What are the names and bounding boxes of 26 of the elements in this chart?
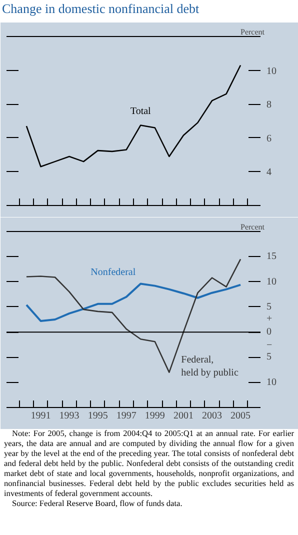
y-axis-title: Percent xyxy=(240,28,266,36)
y-tick-label: 4 xyxy=(266,167,272,178)
x-tick-label: 2001 xyxy=(173,410,194,422)
x-tick-label: 1999 xyxy=(144,410,165,422)
chart-title: Change in domestic nonfinancial debt xyxy=(2,0,200,18)
y-tick-label: + 0 − xyxy=(266,313,272,351)
x-tick-label: 1997 xyxy=(116,410,136,422)
series-label: Total xyxy=(130,106,152,118)
y-tick-label: 8 xyxy=(266,100,272,111)
y-tick-label: 6 xyxy=(266,133,272,144)
y-tick-label: 5 xyxy=(266,301,272,312)
series-label: Nonfederal xyxy=(90,266,136,278)
y-tick-label: 10 xyxy=(266,66,276,77)
y-tick-label: 10 xyxy=(266,376,276,388)
y-axis-title: Percent xyxy=(240,222,266,232)
x-tick-label: 1993 xyxy=(59,410,80,422)
x-tick-label: 1991 xyxy=(30,410,51,422)
x-tick-label: 1995 xyxy=(88,410,108,422)
y-tick-label: 5 xyxy=(266,352,272,363)
text: Note: For 2005, change is from 2004:Q4 to 2005:Q1 at an annual rate. For earlier years, the data are annual and are computed by dividing the annual flow for a given year by the level at the end of the preceding year. The total consists of nonfederal debt and federal debt held by the public. Nonfederal debt consists of the outstanding credit market debt of state and local governments, households, nonprofit organizations, and nonfinancial businesses. Federal debt held by the public excludes securities held as investments of federal government accounts. xyxy=(4,429,294,499)
y-tick-label: 15 xyxy=(266,251,276,262)
x-tick-label: 2003 xyxy=(202,410,222,422)
series-label: Federal, held by public xyxy=(181,354,239,378)
y-tick-label: 10 xyxy=(266,276,276,288)
source-note: Source: Federal Reserve Board, flow of funds data. xyxy=(11,498,184,509)
x-tick-label: 2005 xyxy=(230,410,251,422)
